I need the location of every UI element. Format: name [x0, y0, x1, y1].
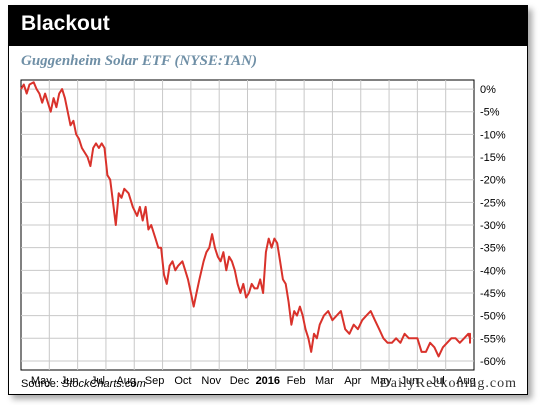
- chart-frame: Blackout Guggenheim Solar ETF (NYSE:TAN)…: [8, 5, 528, 395]
- y-tick-label: -25%: [480, 197, 506, 209]
- header-title: Blackout: [21, 12, 110, 35]
- y-tick-label: 0%: [480, 84, 496, 96]
- x-tick-label: Jul: [91, 375, 105, 387]
- x-tick-label: Mar: [315, 375, 334, 387]
- y-tick-label: -45%: [480, 288, 506, 300]
- y-tick-label: -55%: [480, 333, 506, 345]
- x-tick-label: Sep: [145, 375, 165, 387]
- y-axis-ticks: 0% -5% -10% -15% -20% -25% -30% -35% -40% -45% -50…: [480, 84, 506, 368]
- chart-title: Guggenheim Solar ETF (NYSE:TAN): [21, 53, 258, 69]
- x-tick-label: May: [31, 375, 52, 387]
- source-label: Source:: [21, 378, 59, 390]
- y-tick-label: -15%: [480, 152, 506, 164]
- x-tick-label: Aug: [456, 375, 476, 387]
- x-tick-label: 2016: [256, 375, 280, 387]
- y-tick-label: -50%: [480, 311, 506, 323]
- y-tick-label: -5%: [480, 107, 500, 119]
- y-tick-label: -60%: [480, 356, 506, 368]
- x-axis-ticks: May Jun Jul Aug Sep Oct Nov Dec 2016 Feb Mar Apr May…: [31, 375, 476, 387]
- y-tick-label: -35%: [480, 243, 506, 255]
- x-tick-label: Jul: [431, 375, 445, 387]
- y-tick-label: -40%: [480, 265, 506, 277]
- source-note: Source: StockCharts.com: [21, 378, 146, 390]
- series-line: [20, 81, 471, 358]
- y-tick-label: -30%: [480, 220, 506, 232]
- source-name: StockCharts.com: [61, 378, 146, 390]
- x-tick-label: Feb: [287, 375, 306, 387]
- y-tick-label: -20%: [480, 175, 506, 187]
- x-tick-label: Jun: [61, 375, 79, 387]
- header-bar: Blackout: [9, 6, 527, 46]
- x-tick-label: Dec: [230, 375, 250, 387]
- x-tick-label: Apr: [344, 375, 361, 387]
- brand-watermark: DailyReckoning.com: [379, 376, 517, 391]
- x-tick-label: Aug: [116, 375, 136, 387]
- x-tick-label: May: [371, 375, 392, 387]
- x-tick-label: Jun: [401, 375, 419, 387]
- line-chart: May Jun Jul Aug Sep Oct Nov Dec 2016 Feb Mar Apr May…: [20, 79, 506, 387]
- grid-layer: [21, 80, 474, 370]
- x-tick-label: Oct: [174, 375, 191, 387]
- y-tick-label: -10%: [480, 129, 506, 141]
- x-tick-label: Nov: [201, 375, 221, 387]
